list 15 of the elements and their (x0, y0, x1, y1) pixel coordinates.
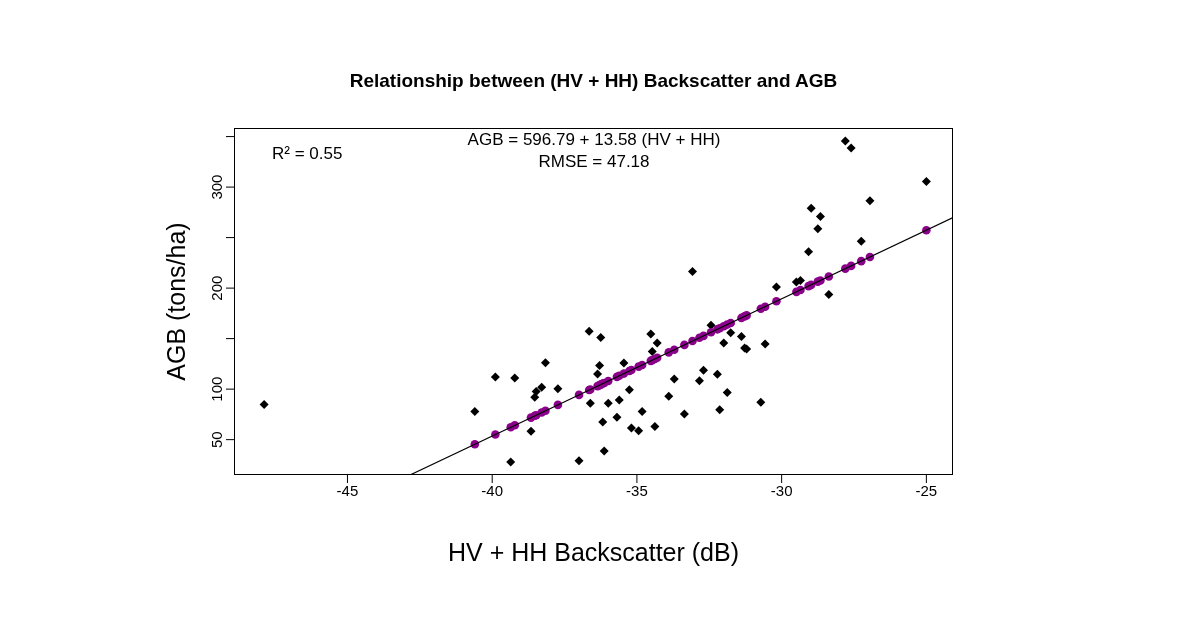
y-tick-label: 200 (208, 275, 225, 301)
y-axis-title: AGB (tons/ha) (161, 222, 190, 381)
x-tick-label: -30 (770, 481, 793, 499)
x-tick-label: -45 (336, 481, 359, 499)
annotation: R² = 0.55 (272, 144, 343, 164)
y-tick-label: 300 (208, 174, 225, 200)
y-tick-label: 50 (208, 431, 225, 448)
x-axis-title: HV + HH Backscatter (dB) (447, 537, 740, 566)
chart-title: Relationship between (HV + HH) Backscatter and AGB (348, 70, 839, 92)
annotation: AGB = 596.79 + 13.58 (HV + HH) (466, 130, 722, 150)
y-tick-label: 100 (208, 376, 225, 402)
annotation: RMSE = 47.18 (537, 152, 651, 172)
x-tick-label: -25 (915, 481, 938, 499)
x-tick-label: -35 (626, 481, 648, 499)
x-tick-label: -40 (481, 481, 504, 499)
